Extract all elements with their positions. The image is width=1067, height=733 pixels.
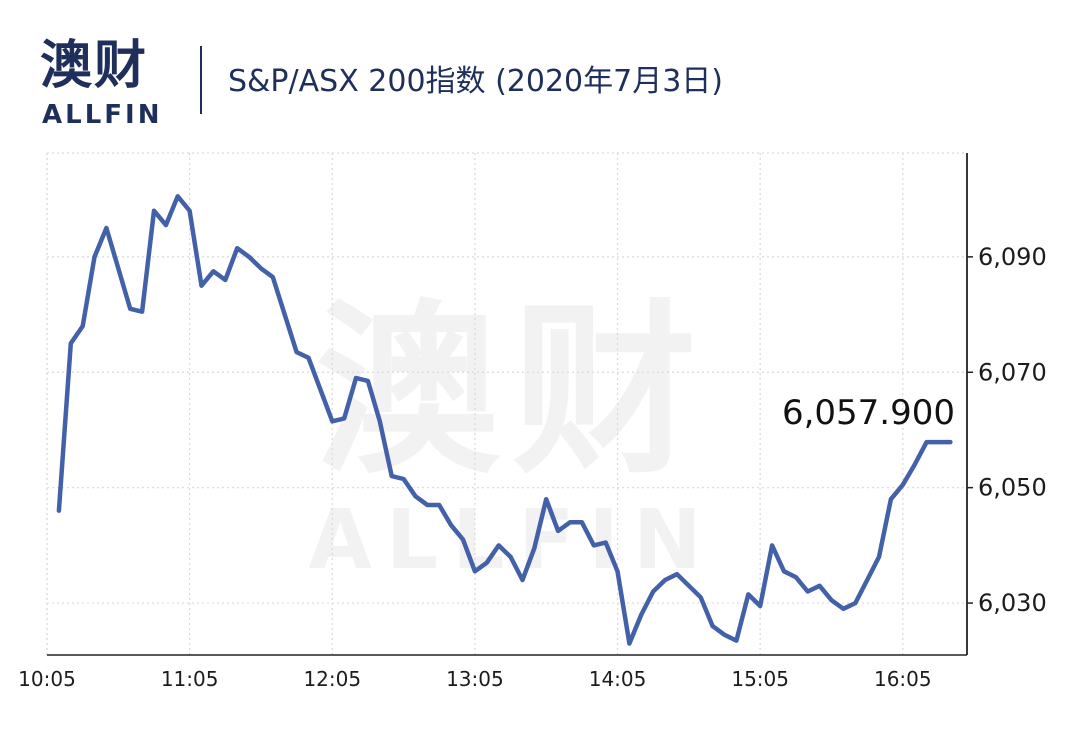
grid bbox=[46, 152, 967, 655]
header-divider bbox=[200, 46, 202, 114]
x-tick-label: 11:05 bbox=[161, 667, 219, 691]
watermark-cn: 澳财 bbox=[315, 283, 709, 499]
watermark-en: ALLFIN bbox=[308, 493, 715, 588]
labels: 10:05 11:05 12:05 13:05 14:05 15:05 16:05 6,030… bbox=[18, 243, 1047, 691]
x-tick-label: 10:05 bbox=[18, 667, 76, 691]
axes bbox=[47, 153, 973, 656]
x-tick-label: 16:05 bbox=[874, 667, 932, 691]
x-tick-label: 13:05 bbox=[446, 667, 504, 691]
x-tick-label: 14:05 bbox=[589, 667, 647, 691]
logo-cn-text: 澳财 bbox=[40, 36, 149, 96]
allfin-logo: 澳财 ALLFIN bbox=[40, 36, 170, 131]
last-value-label: 6,057.900 bbox=[782, 393, 955, 433]
y-tick-label: 6,070 bbox=[978, 358, 1047, 386]
y-tick-label: 6,090 bbox=[978, 243, 1047, 271]
x-tick-label: 12:05 bbox=[303, 667, 361, 691]
watermark: 澳财 ALLFIN bbox=[308, 283, 715, 588]
x-tick-label: 15:05 bbox=[731, 667, 789, 691]
y-tick-label: 6,050 bbox=[978, 474, 1047, 502]
chart-title: S&P/ASX 200指数 (2020年7月3日) bbox=[228, 64, 724, 99]
logo-en-text: ALLFIN bbox=[42, 100, 163, 130]
y-tick-label: 6,030 bbox=[978, 589, 1047, 617]
series-line bbox=[56, 194, 953, 646]
series bbox=[56, 194, 953, 646]
